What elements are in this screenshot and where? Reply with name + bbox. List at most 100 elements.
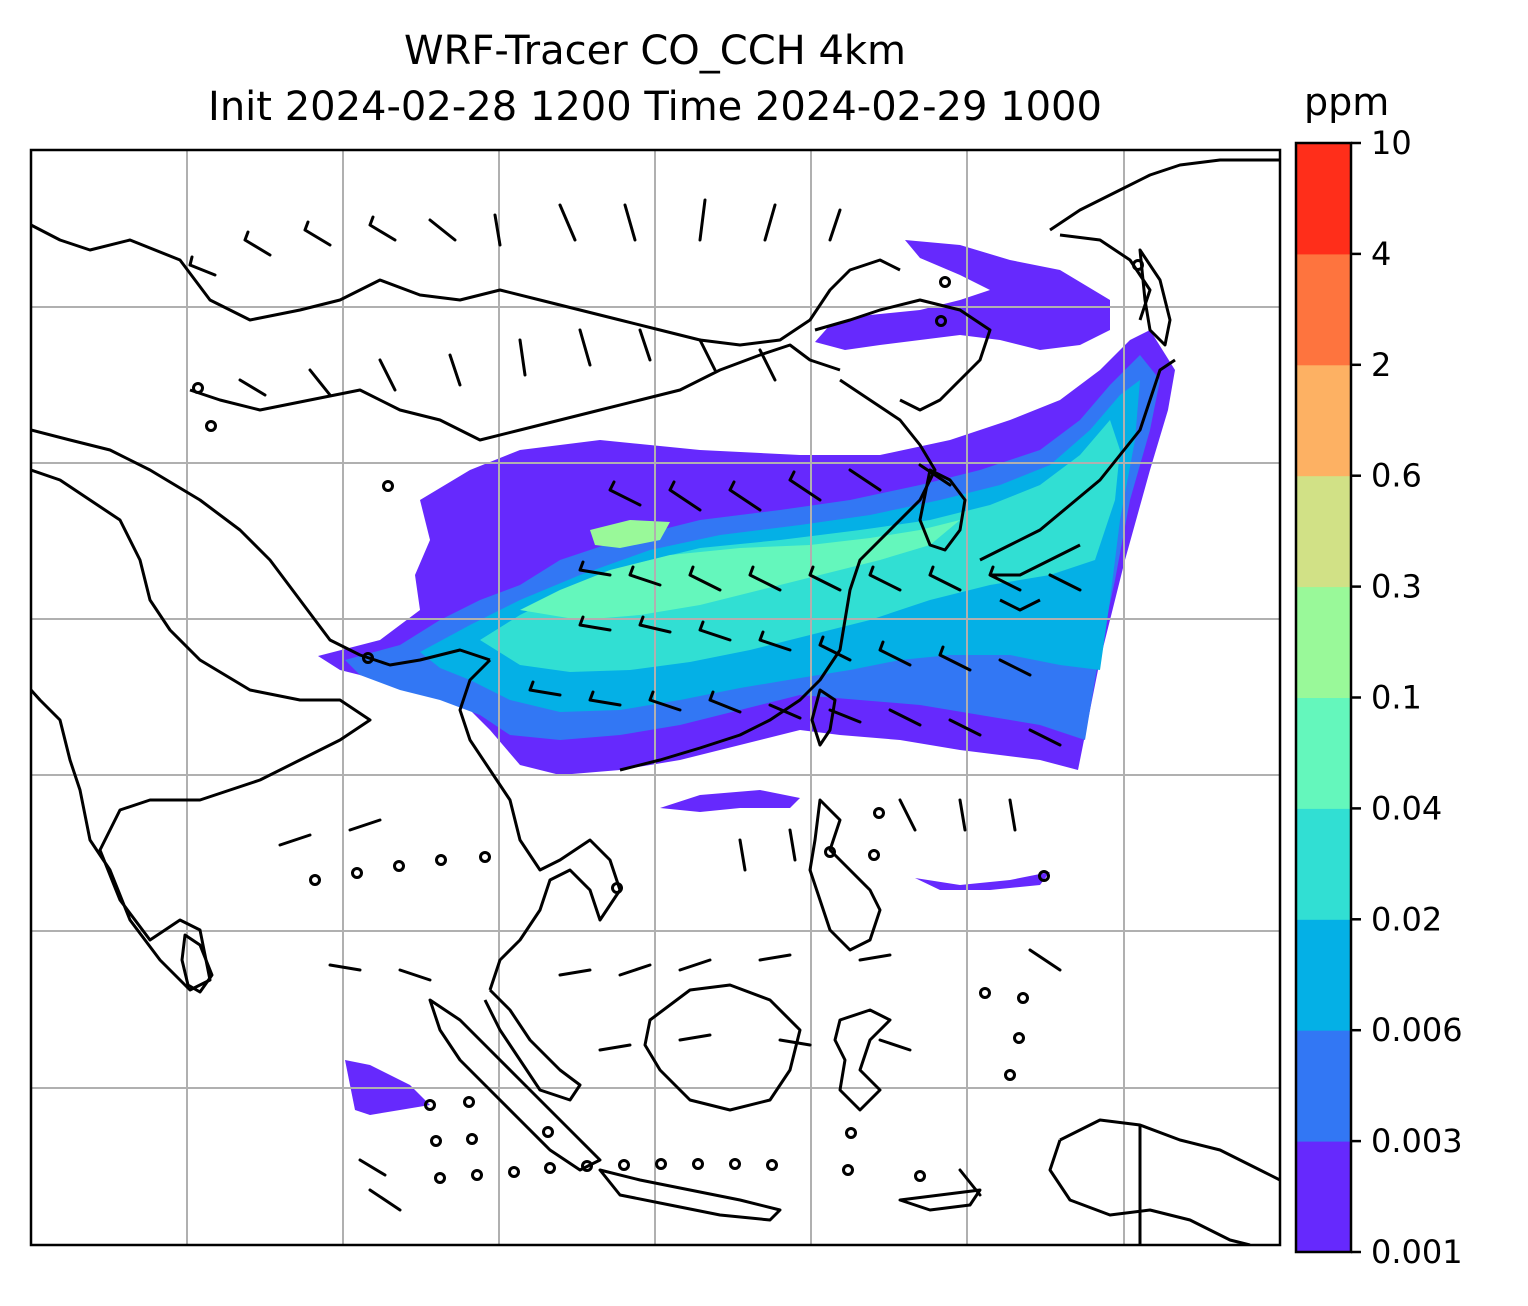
wind-barb <box>598 1043 632 1052</box>
wind-barb <box>638 328 652 362</box>
colorbar-segment <box>1296 1030 1351 1142</box>
wind-barb <box>678 1033 712 1042</box>
wind-barb <box>558 968 592 977</box>
wind-barb <box>698 338 717 372</box>
coast-java <box>598 1168 782 1222</box>
coast-malay-peninsula <box>483 988 582 1102</box>
wind-barb <box>958 798 967 832</box>
calm-marker <box>824 846 836 858</box>
wind-barb <box>358 1158 387 1177</box>
wind-barb <box>708 690 742 714</box>
coast-timor <box>898 1188 982 1212</box>
wind-barb <box>738 838 747 872</box>
map-title-line2: Init 2024-02-28 1200 Time 2024-02-29 100… <box>208 84 1102 130</box>
calm-marker <box>309 874 321 886</box>
coast-japan <box>979 358 1176 612</box>
wind-barb <box>238 378 267 397</box>
colorbar-segment <box>1296 919 1351 1031</box>
border-china-mongolia <box>189 343 841 442</box>
wind-barb <box>428 218 457 242</box>
colorbar: 0.001 0.003 0.006 0.02 0.04 0.1 0.3 0.6 2 4 10 <box>1294 124 1463 1271</box>
calm-marker <box>435 854 447 866</box>
border-himalaya <box>31 428 491 667</box>
colorbar-tick-label: 0.02 <box>1371 900 1442 938</box>
coast-okhotsk <box>814 298 992 412</box>
colorbar-tick-label: 0.04 <box>1371 789 1442 827</box>
wind-barb <box>303 220 332 247</box>
wind-barb <box>308 368 332 397</box>
wind-barb <box>948 718 982 737</box>
coast-new-guinea <box>1048 1118 1280 1245</box>
coast-siberia <box>1049 158 1280 321</box>
wind-barb <box>858 953 892 962</box>
colorbar-segment <box>1296 253 1351 366</box>
wind-barb <box>888 708 922 727</box>
calm-marker <box>471 1169 483 1181</box>
wind-barb <box>938 645 972 672</box>
colorbar-tick-label: 0.3 <box>1371 568 1422 606</box>
wind-barb <box>398 968 432 982</box>
calm-marker <box>508 1166 520 1178</box>
colorbar-tick-label: 2 <box>1371 346 1391 384</box>
calm-marker <box>1013 1032 1025 1044</box>
wind-barb <box>788 470 822 502</box>
calm-marker <box>544 1162 556 1174</box>
calm-marker <box>542 1126 554 1138</box>
calm-marker <box>655 1158 667 1170</box>
wind-barb <box>368 215 397 242</box>
wind-barb <box>818 635 852 662</box>
wind-barb <box>808 565 842 592</box>
plume-level-1-mindanao-band <box>915 872 1050 890</box>
wind-barbs <box>188 198 1082 1212</box>
calm-marker <box>845 1127 857 1139</box>
calm-wind-markers <box>192 259 1144 1184</box>
coast-srilanka <box>180 933 214 994</box>
calm-marker <box>479 851 491 863</box>
colorbar-segment <box>1296 364 1351 477</box>
map-panel[interactable] <box>31 150 1280 1245</box>
calm-marker <box>434 1172 446 1184</box>
coast-india <box>31 468 372 992</box>
wind-barb <box>898 798 917 832</box>
wind-barb <box>1008 798 1017 832</box>
wind-barb <box>768 703 802 720</box>
wind-barb <box>1048 573 1082 592</box>
map-title-line1: WRF-Tracer CO_CCH 4km <box>403 28 907 74</box>
coast-indochina <box>458 658 622 991</box>
wind-barb <box>778 1038 812 1047</box>
wind-barb <box>348 818 382 832</box>
wind-barb <box>763 203 777 242</box>
wind-barb <box>928 565 962 592</box>
coast-china-east <box>619 378 937 772</box>
calm-marker <box>939 276 951 288</box>
colorbar-segment <box>1296 697 1351 809</box>
colorbar-tick-label: 0.001 <box>1371 1233 1463 1271</box>
wind-barb <box>828 208 842 242</box>
calm-marker <box>935 315 947 327</box>
calm-marker <box>692 1158 704 1170</box>
wind-barb <box>638 615 672 634</box>
coastlines <box>31 158 1280 1245</box>
coast-taiwan <box>810 688 837 747</box>
calm-marker <box>611 882 623 894</box>
wind-barb <box>648 690 682 712</box>
wind-barb <box>328 963 362 972</box>
plume-level-5 <box>520 520 960 620</box>
calm-marker <box>581 1160 593 1172</box>
plume-level-6 <box>590 520 670 548</box>
wind-barb <box>243 230 272 257</box>
calm-marker <box>192 382 204 394</box>
wind-barb <box>988 565 1022 592</box>
wind-barb <box>758 953 792 962</box>
calm-marker <box>362 652 374 664</box>
wind-barb <box>528 680 562 697</box>
colorbar-segment <box>1296 808 1351 920</box>
map-frame <box>29 148 1282 1247</box>
calm-marker <box>463 1096 475 1108</box>
colorbar-tick-label: 10 <box>1371 124 1412 162</box>
wind-barb <box>868 565 902 592</box>
calm-marker <box>873 807 885 819</box>
calm-marker <box>205 420 217 432</box>
wind-barb <box>1028 728 1062 747</box>
